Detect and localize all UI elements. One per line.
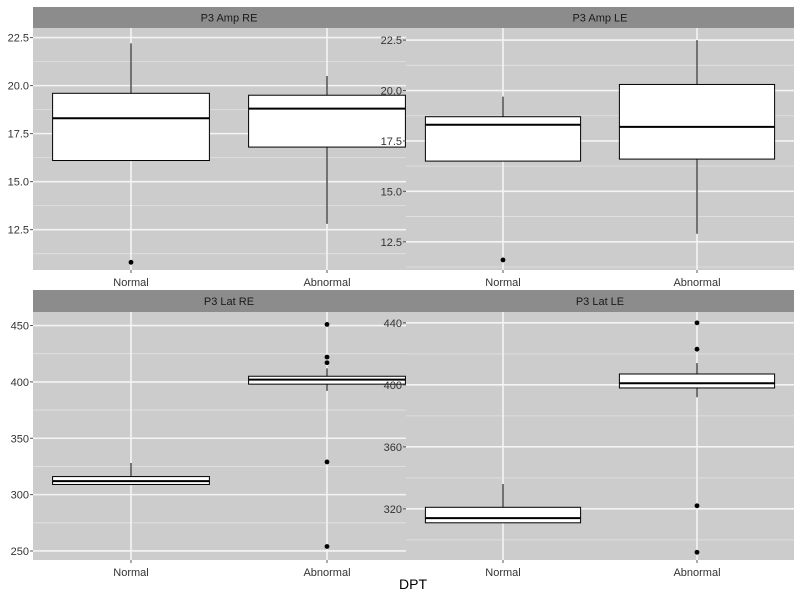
outlier-point [694, 549, 700, 555]
facet-title: P3 Amp LE [572, 13, 627, 25]
facet-title: P3 Amp RE [201, 13, 258, 25]
outlier-point [324, 360, 330, 366]
x-tick-label: Normal [113, 567, 148, 579]
y-tick-label: 250 [11, 546, 29, 558]
outlier-point [500, 257, 506, 263]
y-tick-label: 15.0 [381, 186, 402, 198]
y-tick-label: 17.5 [8, 129, 29, 141]
box-iqr [52, 92, 210, 162]
x-axis-title: DPT [399, 576, 427, 592]
facet-panel: P3 Amp RE 12.5 15.0 17.5 20.0 22.5 Normal Abnor… [8, 7, 425, 289]
outlier-point [324, 544, 330, 549]
x-tick-label: Abnormal [673, 277, 720, 289]
y-tick-label: 400 [11, 377, 29, 389]
y-tick-label: 22.5 [8, 33, 29, 45]
y-tick-label: 450 [11, 321, 29, 333]
outlier-point [128, 259, 134, 265]
box-iqr [424, 116, 582, 162]
outlier-point [694, 503, 700, 509]
x-tick-label: Normal [485, 567, 520, 579]
x-tick-label: Abnormal [303, 277, 350, 289]
facet-panel: P3 Lat LE 320 360 400 440 Normal Abnormal [384, 290, 794, 579]
y-tick-label: 350 [11, 433, 29, 445]
outlier-point [324, 322, 330, 327]
facets-layer: P3 Amp RE 12.5 15.0 17.5 20.0 22.5 Normal Abnor… [8, 7, 794, 579]
x-tick-label: Normal [113, 277, 148, 289]
y-tick-label: 400 [384, 380, 402, 392]
facet-panel: P3 Amp LE 12.5 15.0 17.5 20.0 22.5 Normal Abnor… [381, 7, 794, 289]
outlier-point [324, 459, 330, 465]
box-iqr [618, 83, 776, 160]
y-tick-label: 17.5 [381, 136, 402, 148]
facet-strip [33, 290, 425, 312]
y-tick-label: 12.5 [8, 225, 29, 237]
outlier-point [694, 320, 700, 326]
y-tick-label: 320 [384, 504, 402, 516]
box-iqr [248, 94, 406, 148]
y-tick-label: 12.5 [381, 237, 402, 249]
x-tick-label: Abnormal [303, 567, 350, 579]
y-tick-label: 20.0 [8, 81, 29, 93]
y-tick-label: 15.0 [8, 177, 29, 189]
y-tick-label: 300 [11, 490, 29, 502]
facet-strip [406, 7, 794, 28]
box-iqr [424, 506, 582, 524]
y-tick-label: 440 [384, 318, 402, 330]
facet-title: P3 Lat RE [204, 296, 254, 308]
outlier-point [324, 354, 330, 360]
box-iqr [618, 373, 776, 389]
x-tick-label: Normal [485, 277, 520, 289]
facet-strip [406, 290, 794, 312]
facet-panel: P3 Lat RE 250 300 350 400 450 Normal Abnormal [11, 290, 425, 579]
y-tick-label: 360 [384, 442, 402, 454]
facet-strip [33, 7, 425, 28]
outlier-point [694, 346, 700, 352]
facet-title: P3 Lat LE [576, 296, 624, 308]
y-tick-label: 22.5 [381, 35, 402, 47]
x-tick-label: Abnormal [673, 567, 720, 579]
y-tick-label: 20.0 [381, 86, 402, 98]
